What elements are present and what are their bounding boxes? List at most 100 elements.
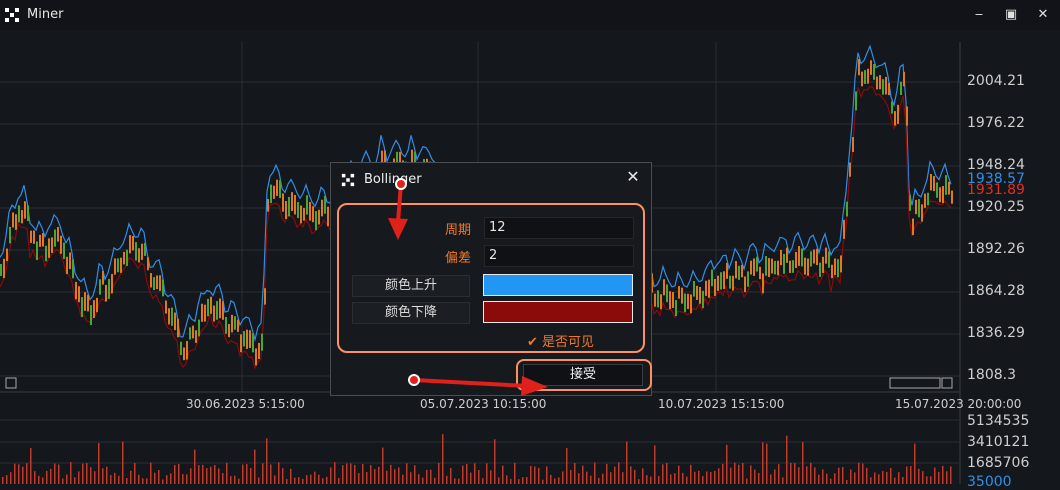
price-candle: [198, 319, 200, 337]
price-candle: [168, 308, 170, 325]
price-tick: 1976.22: [967, 115, 1025, 131]
volume-bar: [214, 464, 216, 484]
deviation-input[interactable]: 2: [484, 245, 634, 267]
price-candle: [726, 262, 728, 279]
price-candle: [798, 246, 800, 266]
volume-bar: [202, 464, 204, 484]
minimize-button[interactable]: ‒: [968, 4, 990, 26]
accept-button[interactable]: 接受: [523, 364, 643, 386]
price-candle: [162, 279, 164, 297]
volume-bar: [38, 475, 40, 484]
volume-bar: [186, 474, 188, 484]
volume-bar: [570, 470, 572, 484]
dialog-close-button[interactable]: ✕: [623, 167, 643, 187]
price-candle: [714, 278, 716, 297]
price-candle: [912, 218, 914, 236]
volume-bar: [702, 476, 704, 484]
price-candle: [234, 316, 236, 330]
volume-bar: [362, 464, 364, 484]
volume-bar: [714, 470, 716, 484]
maximize-button[interactable]: ▣: [1000, 4, 1022, 26]
volume-bar: [894, 477, 896, 484]
price-tick: 1808.3: [967, 367, 1016, 383]
volume-bar: [122, 441, 124, 484]
price-candle: [165, 300, 167, 314]
color-up-button[interactable]: 颜色上升: [352, 275, 470, 297]
price-candle: [657, 290, 659, 308]
price-candle: [810, 251, 812, 267]
price-candle: [846, 201, 848, 217]
price-candle: [15, 214, 17, 230]
price-candle: [54, 229, 56, 247]
price-candle: [24, 201, 26, 219]
color-down-button[interactable]: 颜色下降: [352, 302, 470, 324]
price-candle: [699, 286, 701, 304]
volume-bar: [138, 474, 140, 484]
volume-bar: [586, 471, 588, 484]
price-tick: 1920.25: [967, 199, 1025, 215]
price-candle: [921, 204, 923, 222]
volume-bar: [54, 463, 56, 484]
color-down-swatch[interactable]: [483, 301, 633, 323]
price-candle: [228, 323, 230, 338]
price-candle: [3, 258, 5, 279]
visible-checkbox[interactable]: ✔ 是否可见: [527, 331, 594, 350]
price-candle: [282, 193, 284, 212]
volume-bar: [166, 475, 168, 484]
color-up-swatch[interactable]: [483, 274, 633, 296]
price-candle: [6, 248, 8, 262]
volume-bar: [494, 439, 496, 484]
volume-bar: [18, 464, 20, 484]
price-candle: [99, 279, 101, 295]
price-candle: [276, 179, 278, 196]
scroll-right-handle[interactable]: [941, 377, 953, 389]
price-candle: [102, 270, 104, 285]
price-candle: [318, 209, 320, 225]
maximize-icon: ▣: [1004, 7, 1018, 22]
price-candle: [246, 329, 248, 349]
volume-bar: [146, 478, 148, 484]
price-candle: [42, 233, 44, 247]
volume-bar: [14, 463, 16, 484]
volume-bar: [114, 472, 116, 484]
volume-bar: [574, 462, 576, 484]
volume-bar: [286, 478, 288, 484]
volume-bar: [110, 474, 112, 484]
scroll-range-handle[interactable]: [889, 377, 941, 389]
volume-bar: [414, 465, 416, 484]
volume-bar: [606, 463, 608, 484]
volume-bar: [86, 463, 88, 484]
volume-bar: [58, 464, 60, 484]
volume-bar: [562, 471, 564, 484]
price-candle: [129, 235, 131, 254]
close-window-button[interactable]: ✕: [1032, 4, 1054, 26]
price-candle: [150, 273, 152, 288]
period-input[interactable]: 12: [484, 217, 634, 239]
volume-bar: [386, 470, 388, 484]
price-candle: [690, 294, 692, 314]
volume-tick: 3410121: [967, 434, 1030, 450]
price-candle: [747, 271, 749, 287]
volume-bar: [594, 462, 596, 484]
volume-bar: [218, 468, 220, 484]
lower-band-value: 1931.89: [967, 182, 1025, 198]
period-label: 周期: [444, 223, 471, 238]
price-candle: [804, 257, 806, 275]
price-candle: [855, 91, 857, 111]
volume-bar: [698, 470, 700, 484]
volume-bar: [942, 465, 944, 484]
volume-bar: [298, 477, 300, 484]
price-candle: [900, 81, 902, 96]
scroll-left-handle[interactable]: [5, 377, 17, 389]
minimize-icon: ‒: [974, 7, 984, 22]
price-tick: 1836.29: [967, 325, 1025, 341]
price-candle: [942, 185, 944, 204]
price-candle: [897, 104, 899, 124]
price-candle: [114, 258, 116, 275]
volume-bar: [258, 477, 260, 484]
price-candle: [813, 249, 815, 264]
price-candle: [381, 150, 383, 169]
volume-bar: [526, 477, 528, 484]
accept-highlight: 接受: [516, 359, 652, 391]
volume-bar: [130, 470, 132, 484]
